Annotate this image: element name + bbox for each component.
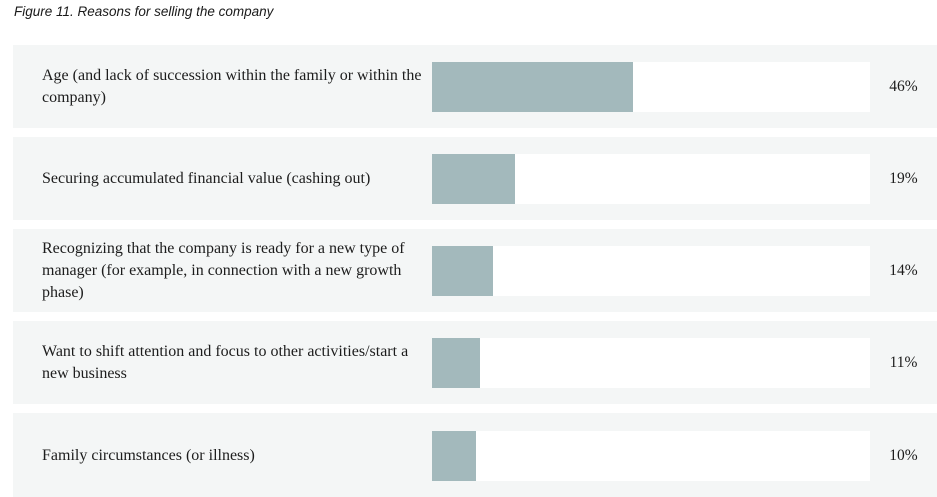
- bar-fill: [432, 430, 476, 481]
- value-label: 11%: [889, 353, 918, 371]
- chart-row: Securing accumulated financial value (ca…: [13, 137, 937, 220]
- chart-row: Recognizing that the company is ready fo…: [13, 229, 937, 312]
- bar-fill: [432, 61, 634, 112]
- category-label: Recognizing that the company is ready fo…: [42, 239, 405, 301]
- bar-track: [432, 245, 870, 296]
- category-label: Family circumstances (or illness): [42, 446, 255, 464]
- chart-row: Family circumstances (or illness) 10%: [13, 413, 937, 497]
- value-label: 46%: [889, 77, 918, 95]
- bar-track: [432, 61, 870, 112]
- value-label: 19%: [889, 169, 918, 187]
- value-label: 10%: [889, 446, 918, 464]
- bar-chart: Age (and lack of succession within the f…: [13, 45, 937, 497]
- category-label: Want to shift attention and focus to oth…: [42, 342, 409, 382]
- bar-track: [432, 337, 870, 388]
- bar-fill: [432, 153, 516, 204]
- figure-title: Figure 11. Reasons for selling the compa…: [14, 4, 274, 19]
- value-label: 14%: [889, 261, 918, 279]
- category-label: Securing accumulated financial value (ca…: [42, 169, 371, 187]
- bar-fill: [432, 245, 494, 296]
- bar-track: [432, 153, 870, 204]
- bar-fill: [432, 337, 481, 388]
- chart-row: Age (and lack of succession within the f…: [13, 45, 937, 128]
- chart-row: Want to shift attention and focus to oth…: [13, 321, 937, 404]
- bar-track: [432, 430, 870, 481]
- category-label: Age (and lack of succession within the f…: [42, 66, 422, 106]
